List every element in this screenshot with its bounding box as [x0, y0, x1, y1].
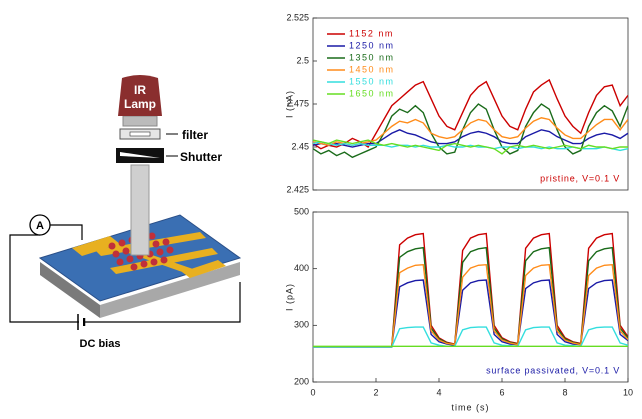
- bias-label: DC bias: [80, 338, 121, 350]
- y-tick-label: 200: [294, 376, 309, 386]
- annotation: surface passivated, V=0.1 V: [486, 365, 620, 375]
- series-line: [313, 103, 628, 159]
- filter-window: [129, 131, 151, 137]
- series-group: [313, 232, 628, 348]
- x-tick-label: 0: [310, 387, 315, 397]
- x-tick-label: 8: [562, 387, 567, 397]
- x-axis-label: time (s): [452, 402, 490, 412]
- lamp-label: IR: [134, 83, 146, 97]
- substrate-side: [100, 262, 240, 318]
- series-group: [313, 78, 628, 159]
- x-tick-label: 10: [623, 387, 633, 397]
- filter-label: filter: [182, 128, 208, 142]
- lamp: [118, 75, 162, 116]
- y-tick-label: 300: [294, 320, 309, 330]
- y-tick-label: 400: [294, 263, 309, 273]
- y-axis-label: I (nA): [284, 90, 294, 118]
- plot-frame: [312, 17, 629, 191]
- series-line: [313, 117, 628, 147]
- legend-label: 1650 nm: [349, 88, 395, 98]
- x-tick-label: 6: [499, 387, 504, 397]
- wire: [50, 224, 83, 240]
- y-tick-label: 2.5: [296, 55, 309, 65]
- y-tick-label: 2.425: [286, 184, 309, 194]
- lamp-base: [122, 115, 158, 127]
- y-tick-label: 2.525: [286, 12, 309, 22]
- shutter-label: Shutter: [180, 150, 222, 164]
- legend-label: 1350 nm: [349, 52, 395, 62]
- x-tick-label: 4: [436, 387, 441, 397]
- legend-label: 1152 nm: [349, 28, 394, 38]
- y-axis-label: I (pA): [284, 283, 294, 311]
- y-tick-label: 2.45: [291, 141, 309, 151]
- wire: [9, 234, 241, 323]
- plot-frame: [312, 211, 629, 383]
- ammeter: [29, 214, 51, 236]
- ammeter-label: A: [36, 220, 44, 232]
- legend-label: 1450 nm: [349, 64, 395, 74]
- battery-gap: [79, 318, 83, 326]
- legend-label: 1250 nm: [349, 40, 395, 50]
- y-tick-label: 500: [294, 206, 309, 216]
- annotation: pristine, V=0.1 V: [540, 173, 620, 183]
- legend-label: 1550 nm: [349, 76, 395, 86]
- shutter-slit: [120, 152, 160, 158]
- series-line: [313, 139, 628, 155]
- substrate-side: [40, 262, 100, 318]
- electrode: [182, 260, 226, 278]
- lamp-label: Lamp: [124, 97, 156, 111]
- schematic: A DC bias Shutter filter IR Lamp: [9, 75, 242, 350]
- light-beam: [130, 164, 150, 256]
- x-tick-label: 2: [373, 387, 378, 397]
- y-tick-label: 2.475: [286, 98, 309, 108]
